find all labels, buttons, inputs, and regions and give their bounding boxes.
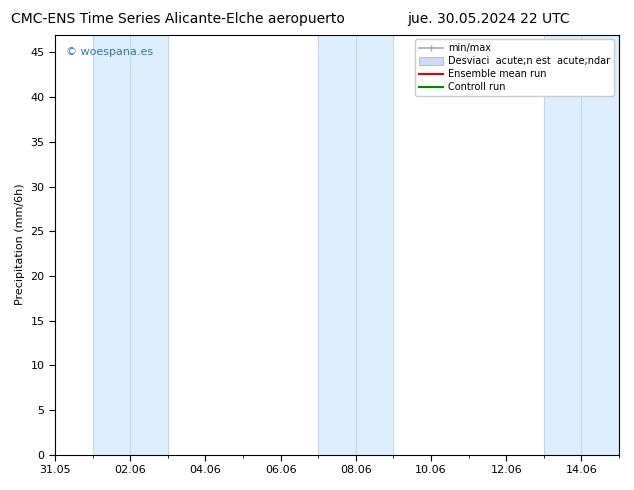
Bar <box>318 35 394 455</box>
Bar <box>93 35 168 455</box>
Text: CMC-ENS Time Series Alicante-Elche aeropuerto: CMC-ENS Time Series Alicante-Elche aerop… <box>11 12 344 26</box>
Text: jue. 30.05.2024 22 UTC: jue. 30.05.2024 22 UTC <box>407 12 569 26</box>
Text: © woespana.es: © woespana.es <box>67 47 153 57</box>
Legend: min/max, Desviaci  acute;n est  acute;ndar, Ensemble mean run, Controll run: min/max, Desviaci acute;n est acute;ndar… <box>415 40 614 96</box>
Bar <box>544 35 619 455</box>
Y-axis label: Precipitation (mm/6h): Precipitation (mm/6h) <box>15 184 25 305</box>
